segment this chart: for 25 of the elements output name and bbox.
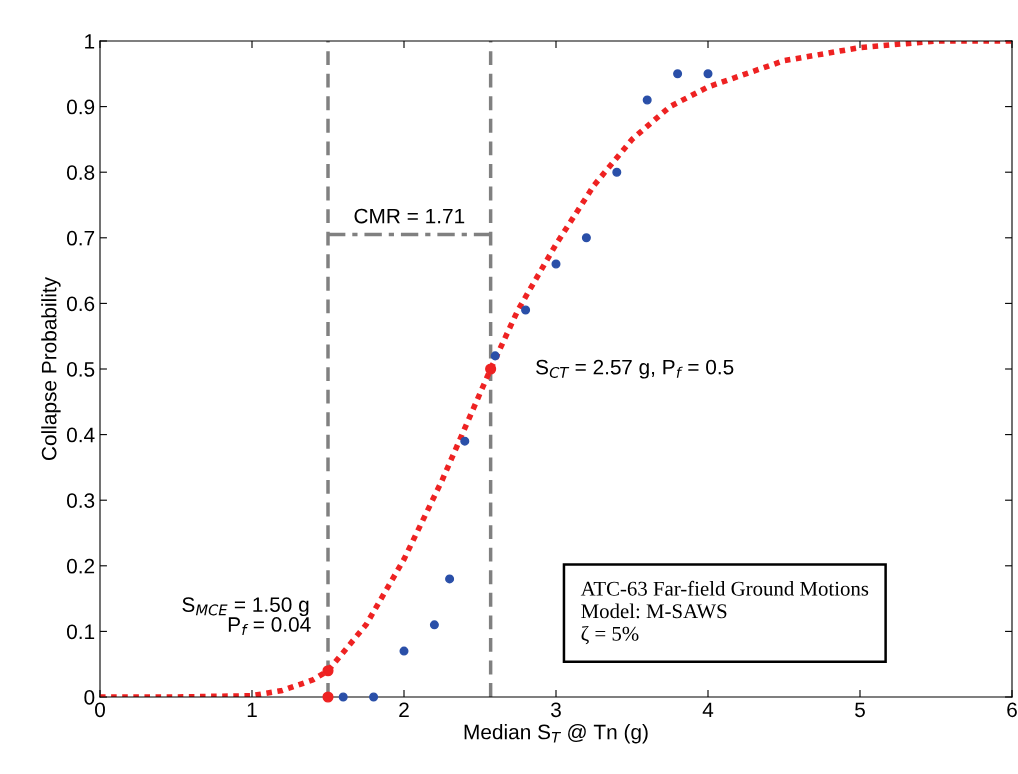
y-tick-label: 0.6 — [66, 296, 95, 312]
annotation: ATC-63 Far-field Ground Motions Model: M-SAWS ζ = 5% — [580, 580, 869, 645]
y-tick-label: 0.1 — [66, 624, 95, 640]
annotation: P$_{f}$ = 0.04 — [228, 617, 311, 636]
annotation: S$_{MCE}$ = 1.50 g — [182, 597, 309, 617]
y-tick-label: 0.9 — [66, 99, 95, 115]
y-tick-label: 0.2 — [66, 558, 95, 574]
y-tick-label: 0.8 — [66, 165, 95, 180]
y-tick-label: 0.7 — [66, 230, 95, 246]
y-tick-label: 0.4 — [66, 427, 95, 443]
y-tick-label: 1 — [85, 34, 95, 49]
y-tick-label: 0.3 — [66, 493, 95, 508]
x-tick-label: 6 — [1007, 702, 1017, 718]
x-tick-label: 3 — [551, 702, 561, 718]
annotation: CMR = 1.71 — [354, 208, 465, 224]
annotation: S$_{CT}$ = 2.57 g, P$_{f}$ = 0.5 — [536, 359, 734, 379]
x-tick-label: 4 — [702, 702, 714, 717]
y-axis-title: Collapse Probability — [41, 276, 61, 460]
x-tick-label: 5 — [855, 702, 865, 718]
x-axis-title: Median S$_{T}$ @ Tn (g) — [464, 724, 648, 744]
y-tick-label: 0 — [84, 690, 95, 705]
x-tick-label: 2 — [399, 702, 409, 717]
y-tick-label: 0.5 — [66, 362, 95, 377]
x-tick-label: 0 — [95, 702, 105, 718]
x-tick-label: 1 — [247, 702, 257, 717]
